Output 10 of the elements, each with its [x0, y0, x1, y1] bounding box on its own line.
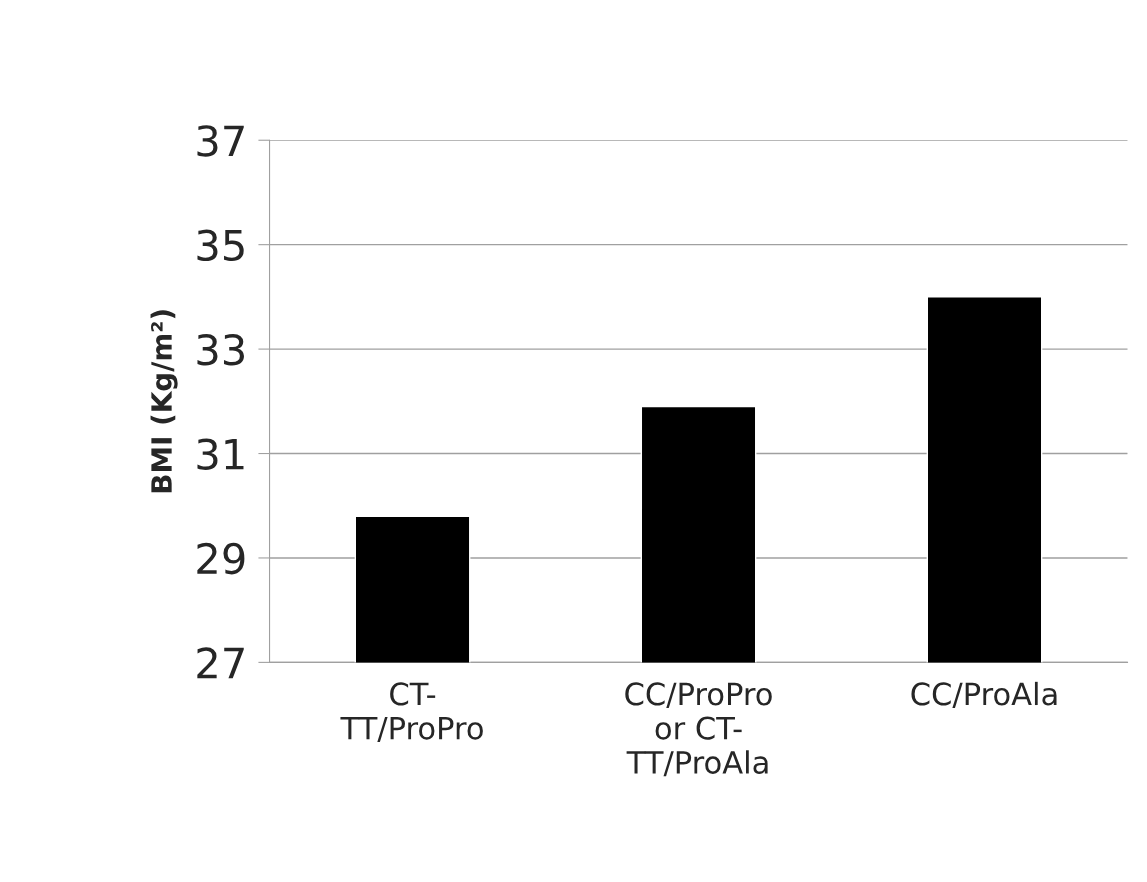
y-tick-label: 37	[197, 125, 244, 157]
y-axis-title: BMI (Kg/m²)	[150, 310, 178, 493]
x-tick-label: CT- TT/ProPro	[340, 682, 483, 743]
y-tick-label: 35	[197, 229, 244, 262]
x-tick-label: CC/ProPro or CT- TT/ProAla	[625, 682, 772, 777]
y-tick-label: 31	[197, 438, 244, 470]
x-tick-label: CC/ProAla	[911, 681, 1057, 708]
y-tick-label: 33	[197, 334, 244, 366]
y-tick-label: 27	[197, 647, 244, 679]
y-tick-label: 29	[197, 542, 245, 575]
